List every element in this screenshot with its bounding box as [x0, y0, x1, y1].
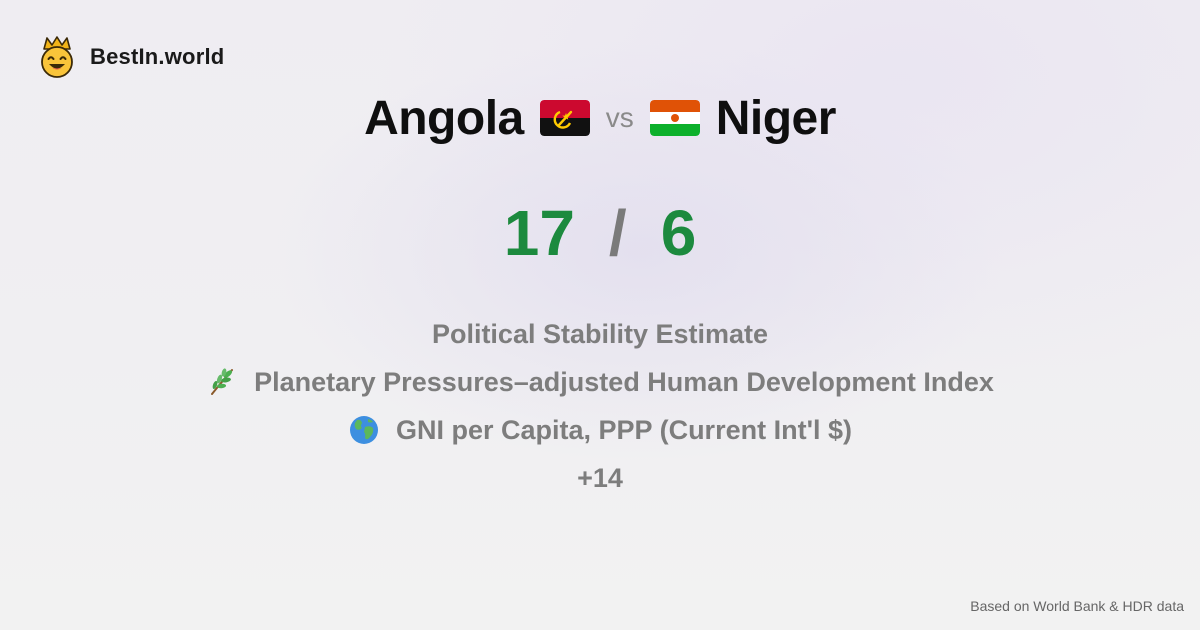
metric-label: GNI per Capita, PPP (Current Int'l $)	[396, 414, 852, 445]
brand-name: BestIn.world	[90, 44, 225, 69]
metric-item: Political Stability Estimate	[0, 310, 1200, 358]
brand[interactable]: BestIn.world	[38, 36, 224, 78]
country-left-name[interactable]: Angola	[364, 91, 524, 145]
metric-item: GNI per Capita, PPP (Current Int'l $)	[0, 406, 1200, 454]
data-source-note: Based on World Bank & HDR data	[970, 598, 1184, 614]
crowned-smiley-icon	[41, 36, 73, 78]
comparison-heading: Angola vs Niger	[0, 86, 1200, 150]
metric-label: Political Stability Estimate	[431, 318, 769, 349]
score-separator: /	[608, 197, 627, 269]
niger-flag-icon	[649, 100, 700, 136]
angola-flag-icon	[539, 100, 590, 136]
globe-icon	[350, 416, 378, 444]
score-right: 6	[660, 197, 697, 269]
metric-item: Planetary Pressures–adjusted Human Devel…	[0, 358, 1200, 406]
metric-label: Planetary Pressures–adjusted Human Devel…	[254, 366, 994, 397]
country-right-name[interactable]: Niger	[715, 91, 837, 145]
score-left: 17	[503, 197, 575, 269]
herb-icon	[211, 368, 234, 395]
more-count[interactable]: +14	[0, 454, 1200, 502]
more-count-label: +14	[577, 462, 623, 493]
metrics-list: Political Stability Estimate Planetary P…	[0, 310, 1200, 502]
vs-label: vs	[605, 102, 634, 133]
score: 17 / 6	[0, 196, 1200, 270]
